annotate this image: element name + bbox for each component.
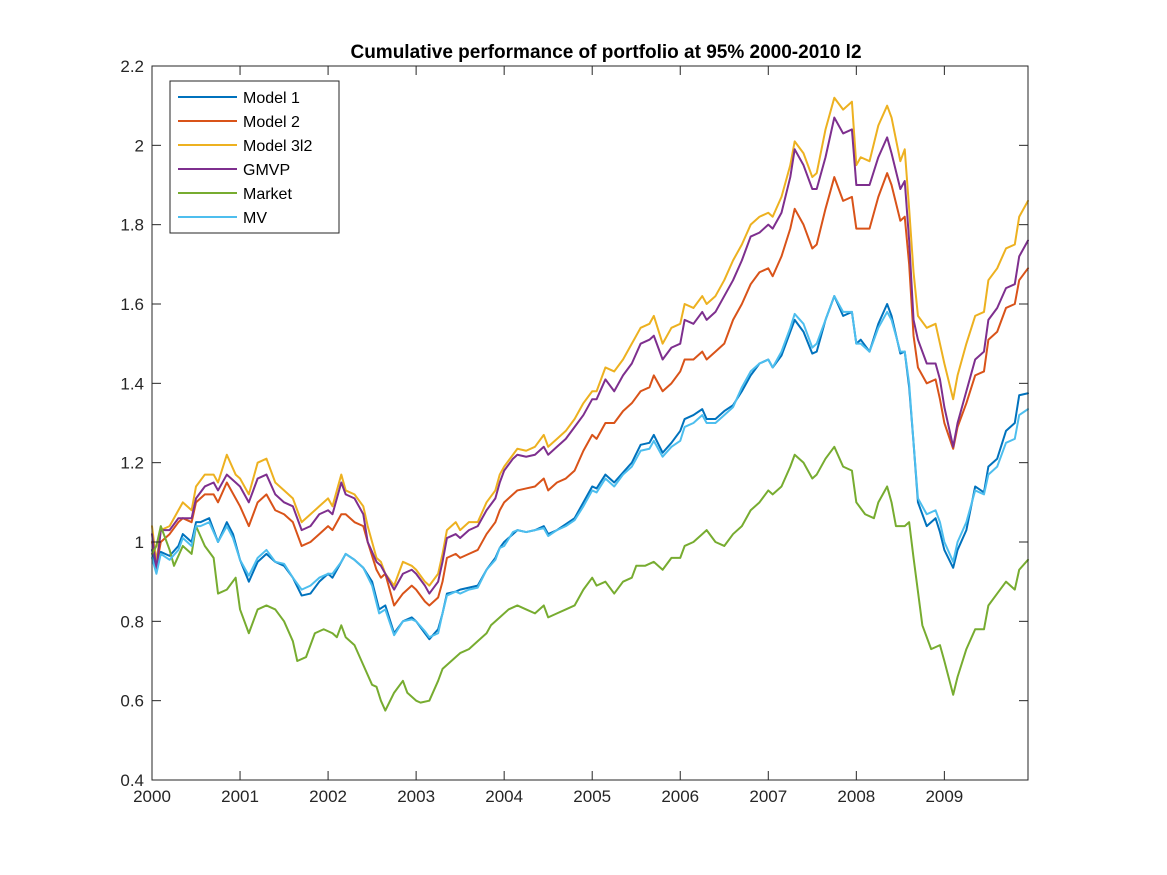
y-tick-label: 0.4 xyxy=(120,771,144,790)
legend-label: Model 2 xyxy=(243,114,300,131)
series-line-mv xyxy=(151,295,1029,639)
x-tick-label: 2002 xyxy=(309,787,347,806)
legend-box xyxy=(169,80,340,234)
x-tick-label: 2007 xyxy=(749,787,787,806)
series-line-gmvp xyxy=(151,116,1029,595)
legend-label: Model 3l2 xyxy=(243,138,312,155)
y-tick-label: 1.8 xyxy=(120,216,144,235)
y-tick-label: 2.2 xyxy=(120,57,144,76)
y-tick-label: 1.6 xyxy=(120,295,144,314)
x-tick-label: 2005 xyxy=(573,787,611,806)
y-tick-label: 2 xyxy=(135,136,144,155)
series-line-model-3l2 xyxy=(151,96,1029,587)
x-tick-label: 2006 xyxy=(661,787,699,806)
x-tick-label: 2008 xyxy=(837,787,875,806)
y-tick-label: 1.4 xyxy=(120,374,144,393)
x-tick-label: 2003 xyxy=(397,787,435,806)
series-line-model-2 xyxy=(151,172,1029,607)
x-tick-label: 2009 xyxy=(925,787,963,806)
x-tick-label: 2000 xyxy=(133,787,171,806)
series-line-market xyxy=(151,445,1029,712)
x-tick-label: 2004 xyxy=(485,787,523,806)
y-tick-label: 0.6 xyxy=(120,692,144,711)
axes-box xyxy=(151,65,1029,781)
y-tick-label: 1 xyxy=(135,533,144,552)
chart-title: Cumulative performance of portfolio at 9… xyxy=(350,42,861,63)
y-tick-label: 1.2 xyxy=(120,454,144,473)
legend-label: Model 1 xyxy=(243,90,300,107)
legend-label: Market xyxy=(243,186,292,203)
ticks-layer: 2000 2001 2002 2003 2004 2005 2006 2007 2008 2009… xyxy=(120,57,1028,806)
series-layer xyxy=(151,96,1029,712)
legend-label: MV xyxy=(243,210,267,227)
x-tick-label: 2001 xyxy=(221,787,259,806)
y-tick-label: 0.8 xyxy=(120,612,144,631)
legend-label: GMVP xyxy=(243,162,290,179)
legend: Model 1 Model 2 Model 3l2 GMVP Market MV xyxy=(169,80,340,234)
